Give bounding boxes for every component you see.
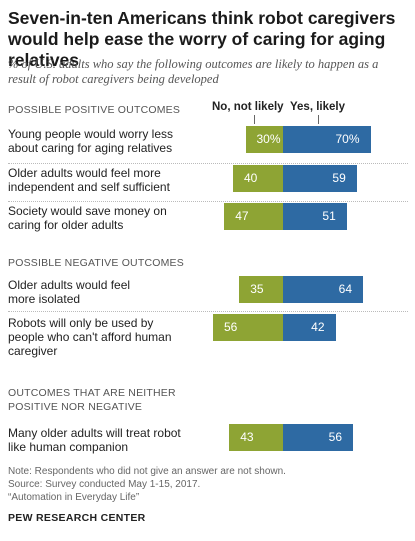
source-text: Source: Survey conducted May 1-15, 2017.	[8, 479, 201, 490]
legend-tick-no	[254, 115, 255, 124]
bar-likely	[283, 126, 371, 153]
legend-no: No, not likely	[212, 101, 284, 113]
bar-not-likely	[213, 314, 283, 341]
pew-logo-text: PEW RESEARCH CENTER	[8, 512, 146, 524]
bar-not-likely	[233, 165, 283, 192]
bar-likely	[283, 276, 363, 303]
value-label-not-likely: 43	[240, 430, 254, 444]
value-label-not-likely: 40	[244, 171, 258, 185]
value-label-likely: 56	[328, 430, 342, 444]
bar-likely	[283, 314, 336, 341]
category-label: Many older adults will treat robot like …	[8, 426, 181, 454]
category-label: Society would save money on caring for o…	[8, 204, 167, 232]
category-label: Young people would worry less about cari…	[8, 127, 173, 155]
value-label-likely: 51	[322, 209, 336, 223]
bar-not-likely	[245, 126, 283, 153]
category-label: Older adults would feel more isolated	[8, 278, 131, 306]
bar-not-likely	[239, 276, 283, 303]
legend-tick-yes	[318, 115, 319, 124]
note-text: Note: Respondents who did not give an an…	[8, 466, 286, 477]
category-label: Robots will only be used by people who c…	[8, 316, 172, 358]
bar-not-likely	[224, 203, 283, 230]
category-label: Older adults would feel more independent…	[8, 166, 170, 194]
chart-subtitle: % of U.S. adults who say the following o…	[8, 57, 379, 86]
value-label-likely: 70%	[335, 132, 360, 146]
report-title: “Automation in Everyday Life”	[8, 492, 140, 503]
value-label-not-likely: 56	[224, 320, 238, 334]
legend-yes: Yes, likely	[290, 101, 345, 113]
value-label-likely: 64	[338, 282, 352, 296]
value-label-not-likely: 30%	[256, 132, 281, 146]
value-label-not-likely: 35	[250, 282, 264, 296]
bar-likely	[283, 165, 357, 192]
bar-likely	[283, 203, 347, 230]
row-separator	[8, 201, 408, 203]
section-label-positive: POSSIBLE POSITIVE OUTCOMES	[8, 104, 181, 116]
value-label-not-likely: 47	[235, 209, 249, 223]
bar-not-likely	[229, 424, 283, 451]
row-separator	[8, 311, 408, 313]
value-label-likely: 59	[332, 171, 346, 185]
section-label-negative: POSSIBLE NEGATIVE OUTCOMES	[8, 257, 184, 269]
value-label-likely: 42	[311, 320, 325, 334]
chart-title: Seven-in-ten Americans think robot careg…	[8, 8, 396, 70]
row-separator	[8, 163, 408, 165]
section-label-neutral: OUTCOMES THAT ARE NEITHER POSITIVE NOR N…	[8, 387, 176, 413]
bar-likely	[283, 424, 353, 451]
